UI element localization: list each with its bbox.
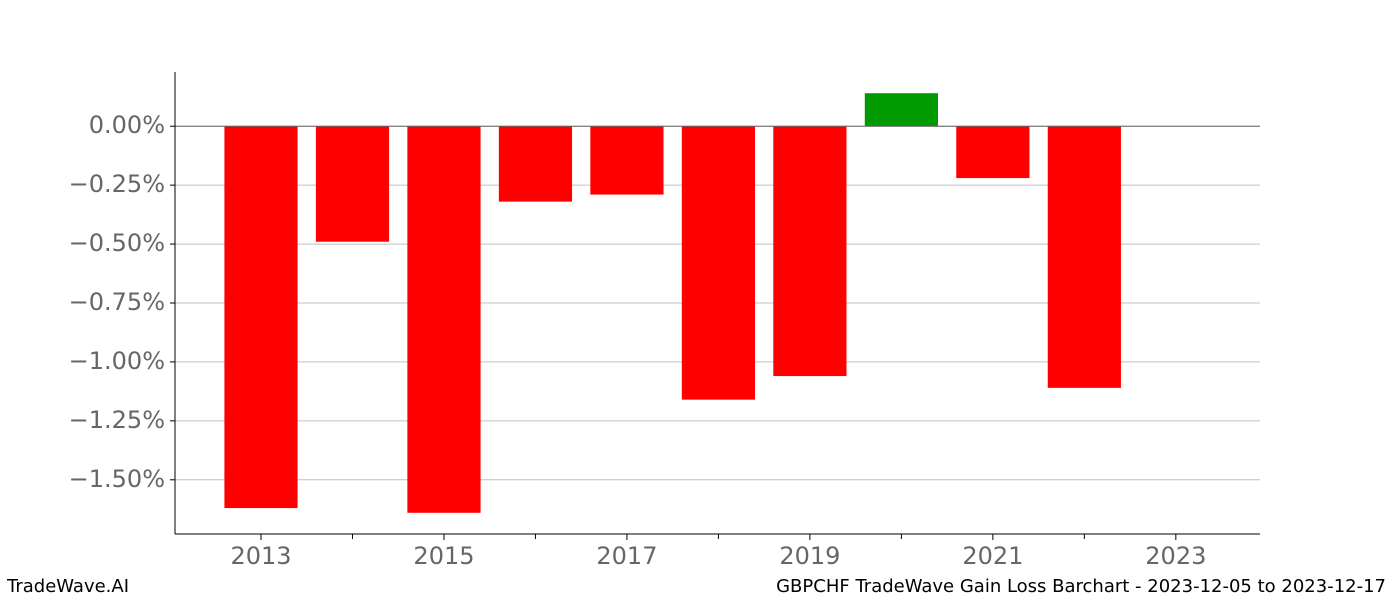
x-tick-label: 2015 [413,542,474,570]
watermark: TradeWave.AI [6,576,129,597]
y-tick-label: −1.00% [69,347,165,375]
y-tick-label: −0.75% [69,288,165,316]
bar [498,126,573,202]
bar [224,126,298,509]
bar [956,126,1030,179]
y-tick-label: −0.50% [69,229,165,257]
y-tick-label: −1.50% [69,465,165,493]
bar [864,93,938,127]
x-tick-label: 2021 [962,542,1023,570]
x-tick-label: 2023 [1145,542,1206,570]
bar [590,126,664,195]
x-tick-label: 2019 [779,542,840,570]
bar [315,126,390,242]
x-tick-label: 2013 [230,542,291,570]
bar [407,126,481,513]
bar [773,126,847,377]
y-tick-label: −1.25% [69,406,165,434]
y-tick-label: −0.25% [69,170,165,198]
y-tick-label: 0.00% [89,111,165,139]
x-tick-label: 2017 [596,542,657,570]
bar [681,126,756,400]
bar [1047,126,1121,388]
chart-title: GBPCHF TradeWave Gain Loss Barchart - 20… [776,576,1386,597]
